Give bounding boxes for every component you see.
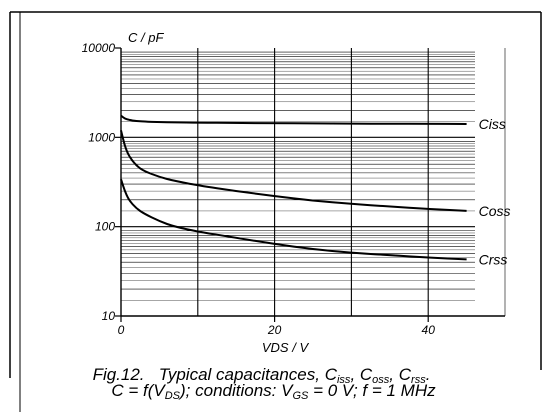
series-labels: Ciss Coss Crss bbox=[479, 116, 511, 267]
x-tick-label: 40 bbox=[422, 323, 436, 337]
x-tick-label: 0 bbox=[118, 323, 125, 337]
series-line-ciss bbox=[121, 116, 467, 124]
series-label-coss: Coss bbox=[479, 203, 511, 219]
series-line-coss bbox=[121, 130, 467, 211]
y-axis-label: C / pF bbox=[128, 30, 164, 45]
x-tick-label: 20 bbox=[267, 323, 282, 337]
x-axis-label: VDS / V bbox=[262, 340, 310, 355]
series-label-ciss: Ciss bbox=[479, 116, 506, 132]
series-label-crss: Crss bbox=[479, 251, 508, 267]
y-tick-label: 10 bbox=[102, 309, 116, 323]
figure-caption-line-2: C = f(VDS); conditions: VGS = 0 V; f = 1… bbox=[0, 382, 549, 405]
tick-labels: 10 100 1000 10000 0 20 40 bbox=[82, 41, 436, 337]
y-tick-label: 10000 bbox=[82, 41, 116, 55]
grid-lines bbox=[121, 48, 475, 316]
y-tick-label: 100 bbox=[95, 220, 115, 234]
y-tick-label: 1000 bbox=[88, 130, 115, 144]
